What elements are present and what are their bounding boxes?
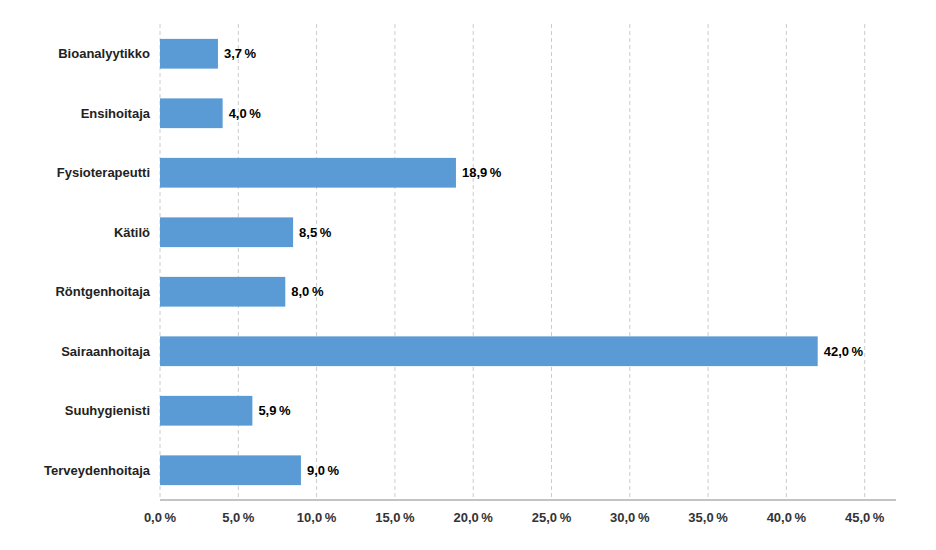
bar	[160, 277, 285, 307]
x-tick-label: 20,0 %	[453, 510, 493, 525]
x-tick-label: 45,0 %	[845, 510, 885, 525]
x-tick-label: 5,0 %	[222, 510, 255, 525]
grid-line	[473, 24, 474, 500]
category-label: Bioanalyytikko	[58, 46, 150, 61]
data-label: 18,9 %	[462, 165, 502, 180]
data-label: 42,0 %	[824, 344, 864, 359]
bar	[160, 455, 301, 485]
data-label: 3,7 %	[224, 46, 257, 61]
grid-line	[629, 24, 630, 500]
data-label: 5,9 %	[258, 403, 291, 418]
grid-line	[238, 24, 239, 500]
bar	[160, 396, 252, 426]
category-label: Kätilö	[114, 225, 150, 240]
category-label: Fysioterapeutti	[57, 165, 150, 180]
grid-line	[316, 24, 317, 500]
category-label: Terveydenhoitaja	[44, 463, 151, 478]
x-tick-label: 30,0 %	[610, 510, 650, 525]
data-label: 9,0 %	[307, 463, 340, 478]
x-axis-line	[160, 500, 896, 501]
chart-svg: 0,0 % 5,0 % 10,0 % 15,0 % 20,0 % 25,0 % 30,0 %…	[0, 0, 936, 550]
bar	[160, 158, 456, 188]
bar	[160, 39, 218, 69]
category-label: Ensihoitaja	[81, 106, 151, 121]
grid	[160, 24, 865, 500]
bars	[160, 39, 818, 485]
x-tick-label: 10,0 %	[297, 510, 337, 525]
grid-line	[160, 24, 161, 500]
x-tick-label: 15,0 %	[375, 510, 415, 525]
bar	[160, 98, 223, 128]
bar	[160, 217, 293, 247]
category-label: Röntgenhoitaja	[55, 284, 150, 299]
grid-line	[708, 24, 709, 500]
grid-line	[394, 24, 395, 500]
data-label: 4,0 %	[229, 106, 262, 121]
category-label: Suuhygienisti	[65, 403, 150, 418]
bar	[160, 336, 818, 366]
grid-line	[864, 24, 865, 500]
data-label: 8,0 %	[291, 284, 324, 299]
grid-line	[786, 24, 787, 500]
category-label: Sairaanhoitaja	[61, 344, 151, 359]
data-label: 8,5 %	[299, 225, 332, 240]
x-tick-label: 35,0 %	[688, 510, 728, 525]
chart-container: 0,0 % 5,0 % 10,0 % 15,0 % 20,0 % 25,0 % 30,0 %…	[0, 0, 936, 550]
x-tick-label: 40,0 %	[767, 510, 807, 525]
x-tick-label: 25,0 %	[532, 510, 572, 525]
x-tick-label: 0,0 %	[144, 510, 177, 525]
grid-line	[551, 24, 552, 500]
